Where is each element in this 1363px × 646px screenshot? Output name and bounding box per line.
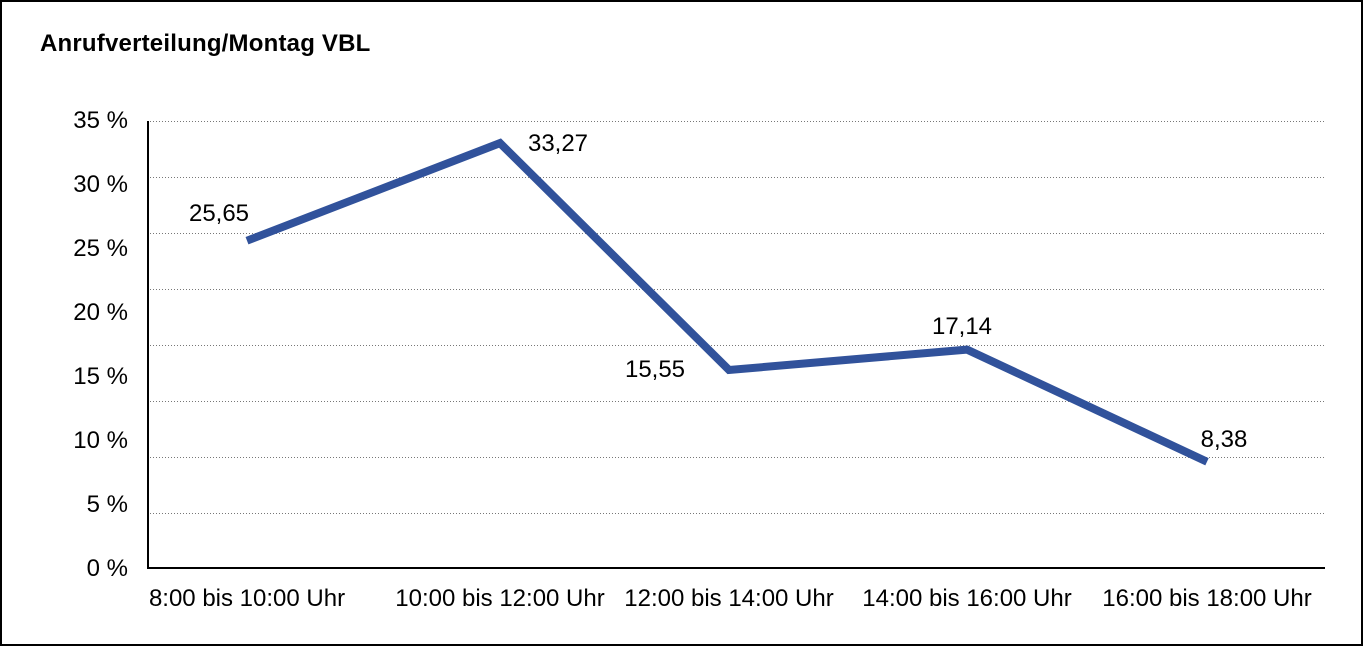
x-axis-category-label: 16:00 bis 18:00 Uhr [1102,585,1312,612]
x-axis-category-label: 14:00 bis 16:00 Uhr [862,585,1072,612]
y-axis-tick-label: 5 % [86,491,128,518]
gridline [147,121,1325,122]
gridline [147,345,1325,346]
y-axis-tick-label: 30 % [73,171,128,198]
y-axis-tick-label: 35 % [73,107,128,134]
x-axis-category-label: 8:00 bis 10:00 Uhr [148,585,346,612]
y-axis-tick-label: 0 % [86,555,128,582]
gridline [147,457,1325,458]
plot-area [147,121,1325,569]
y-axis-tick-label: 20 % [73,299,128,326]
data-point-label: 17,14 [931,312,993,340]
x-axis-category-label: 10:00 bis 12:00 Uhr [395,585,605,612]
data-point-label: 8,38 [1200,425,1248,453]
y-axis-tick-label: 25 % [73,235,128,262]
chart-title: Anrufverteilung/Montag VBL [40,30,371,57]
gridline [147,289,1325,290]
y-axis-tick-label: 10 % [73,427,128,454]
gridline [147,233,1325,234]
data-point-label: 33,27 [527,130,589,158]
x-axis-category-label: 12:00 bis 14:00 Uhr [624,585,834,612]
gridline [147,513,1325,514]
gridline [147,177,1325,178]
y-axis-line [147,121,149,569]
data-point-label: 15,55 [624,355,686,383]
data-point-label: 25,65 [188,199,250,227]
x-axis-line [147,567,1325,569]
gridline [147,401,1325,402]
y-axis-tick-label: 15 % [73,363,128,390]
